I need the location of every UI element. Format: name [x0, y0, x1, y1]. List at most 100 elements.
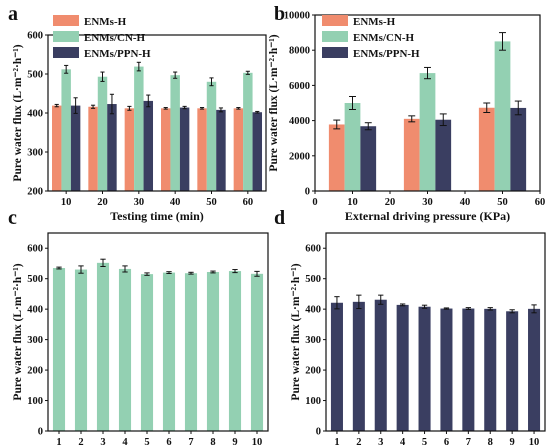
legend-entry: ENMs/CN-H — [84, 32, 146, 44]
error-bar — [378, 294, 384, 305]
y-tick-label: 500 — [27, 70, 43, 81]
y-tick-label: 6000 — [289, 81, 310, 92]
x-tick-label: 2 — [356, 437, 361, 448]
x-tick-label: 8 — [488, 437, 493, 448]
error-bar — [245, 70, 250, 75]
x-tick-label: 3 — [378, 437, 383, 448]
bar-enmsh-1 — [403, 118, 420, 191]
error-bar — [163, 107, 168, 110]
error-bar — [78, 265, 84, 274]
error-bar — [146, 94, 151, 108]
error-bar — [400, 303, 406, 307]
x-tick-label: 40 — [460, 197, 471, 208]
y-tick-label: 200 — [305, 366, 321, 377]
error-bar — [199, 107, 205, 110]
y-axis-label: Pure water flux (L·m⁻²·h⁻¹) — [268, 34, 280, 171]
error-bar — [531, 304, 537, 314]
bar-enmsppnh-5 — [252, 112, 263, 191]
error-bar — [144, 272, 150, 276]
bar-enmsh-5 — [233, 108, 244, 191]
x-tick-label: 40 — [170, 197, 181, 208]
x-tick-label: 50 — [497, 197, 508, 208]
error-bar — [122, 265, 128, 273]
x-tick-label: 4 — [400, 437, 406, 448]
x-tick-label: 3 — [100, 437, 105, 448]
bar-enmscnh-5 — [162, 272, 176, 431]
x-tick-label: 0 — [312, 197, 317, 208]
bar-enmsppnh-2 — [143, 100, 154, 191]
axes-frame — [47, 34, 267, 192]
bar-enmsppnh-5 — [440, 308, 453, 431]
bar-enmscnh-3 — [170, 75, 180, 191]
bar-enmscnh-7 — [206, 271, 220, 431]
error-bar — [56, 266, 62, 270]
y-axis-label: Pure water flux (L·m⁻²·h⁻¹) — [290, 263, 302, 400]
y-tick-label: 4000 — [289, 116, 310, 127]
x-tick-label: 7 — [466, 437, 471, 448]
error-bar — [188, 271, 194, 275]
error-bar — [509, 309, 515, 314]
y-tick-label: 400 — [305, 305, 321, 316]
error-bar — [109, 93, 115, 115]
x-tick-label: 5 — [144, 437, 149, 448]
bar-enmsppnh-1 — [435, 119, 452, 191]
panel-label: c — [8, 207, 17, 229]
x-tick-label: 10 — [252, 437, 263, 448]
y-tick-label: 500 — [27, 274, 43, 285]
y-tick-label: 500 — [305, 274, 321, 285]
error-bar — [166, 271, 172, 275]
error-bar — [349, 95, 356, 111]
panel-label: a — [8, 3, 18, 25]
x-tick-label: 60 — [535, 197, 546, 208]
error-bar — [439, 113, 447, 127]
bar-enmscnh-6 — [184, 273, 198, 431]
error-bar — [90, 104, 96, 109]
error-bar — [136, 61, 141, 72]
legend-swatch — [322, 47, 348, 58]
bar-enmscnh-2 — [134, 66, 144, 191]
legend-entry: ENMs/PPN-H — [353, 48, 420, 60]
y-tick-label: 400 — [27, 109, 43, 120]
error-bar — [100, 258, 106, 268]
error-bar — [127, 105, 132, 111]
bar-enmsh-3 — [161, 108, 171, 191]
legend-swatch — [322, 31, 348, 42]
x-axis-label: External driving pressure (KPa) — [345, 209, 510, 223]
error-bar — [499, 32, 506, 51]
bar-enmscnh-0 — [61, 69, 71, 191]
error-bar — [334, 296, 340, 310]
x-tick-label: 10 — [61, 197, 72, 208]
bar-enmscnh-4 — [206, 81, 217, 191]
error-bar — [483, 102, 491, 114]
x-tick-label: 10 — [529, 437, 540, 448]
bar-enmsppnh-9 — [528, 308, 541, 431]
bar-enmsh-0 — [328, 124, 345, 191]
x-tick-label: 60 — [243, 197, 254, 208]
error-bar — [210, 270, 216, 274]
error-bar — [514, 100, 522, 116]
x-tick-label: 7 — [188, 437, 193, 448]
panel-a: 200 300 400 500 600 10 20 30 40 50 60 Testing time … — [8, 3, 267, 223]
panel-label: d — [274, 207, 285, 229]
bar-enmsppnh-6 — [462, 308, 475, 431]
error-bar — [209, 77, 214, 87]
y-tick-label: 10000 — [284, 11, 310, 22]
x-tick-label: 20 — [385, 197, 396, 208]
error-bar — [408, 115, 416, 123]
y-tick-label: 200 — [27, 366, 43, 377]
bar-enmsppnh-2 — [374, 299, 387, 431]
x-tick-label: 10 — [347, 197, 358, 208]
x-tick-label: 6 — [166, 437, 171, 448]
y-tick-label: 8000 — [289, 46, 310, 57]
x-tick-label: 5 — [422, 437, 427, 448]
bar-enmsppnh-1 — [107, 104, 117, 191]
x-tick-label: 8 — [210, 437, 215, 448]
error-bar — [64, 64, 69, 74]
bar-enmsppnh-2 — [510, 107, 527, 191]
error-bar — [232, 269, 238, 274]
panel-b: 0 2000 4000 6000 8000 10000 0 10 20 30 40 50 60 Exter… — [268, 3, 545, 223]
error-bar — [421, 304, 428, 309]
x-axis-label: Testing time (min) — [110, 209, 204, 223]
legend-swatch — [53, 31, 79, 42]
bar-enmscnh-1 — [419, 73, 436, 191]
